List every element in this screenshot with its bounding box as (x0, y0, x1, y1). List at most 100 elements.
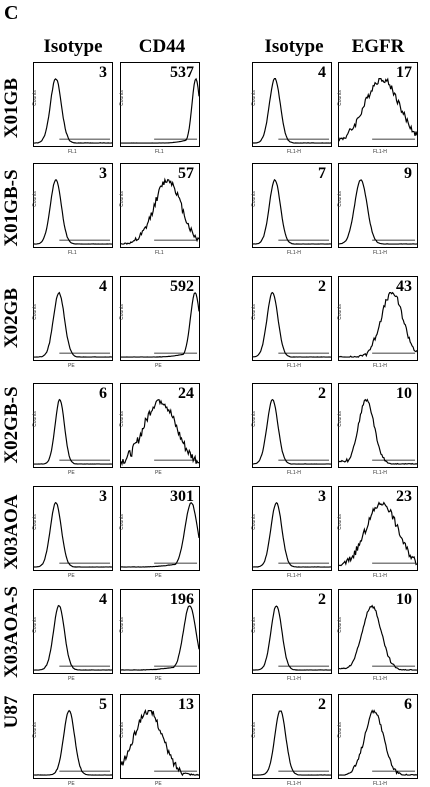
histogram-plot (120, 398, 200, 467)
histogram-curve (338, 398, 418, 465)
histogram-x01gb-s-egfr: 9 FL1-H Counts (336, 163, 418, 256)
histogram-x02gb-egfr: 43 FL1-H Counts (336, 276, 418, 369)
histogram-plot (120, 605, 200, 671)
mfi-value: 17 (396, 64, 412, 81)
histogram-curve (34, 398, 112, 465)
histogram-plot (252, 78, 332, 144)
row-label-x03aoa: X03AOA (1, 494, 22, 570)
histogram-x03aoa-cd44: 301 PE Counts (118, 486, 200, 579)
x-axis-label: FL1-H (373, 781, 387, 787)
y-axis-label: Counts (118, 617, 125, 633)
x-axis-label: PE (155, 470, 162, 476)
mfi-value: 3 (99, 64, 107, 81)
row-label-x02gb-s: X02GB-S (1, 386, 22, 464)
histogram-plot (120, 501, 200, 568)
histogram-plot (338, 77, 418, 142)
histogram-x02gb-s-isotype-cd44: 6 PE Counts (32, 383, 113, 476)
y-axis-label: Counts (118, 90, 125, 106)
histogram-plot (338, 398, 418, 465)
histogram-x02gb-s-isotype-egfr: 2 FL1-H Counts (250, 383, 332, 476)
mfi-value: 592 (170, 278, 194, 295)
column-header-isotype-2: Isotype (264, 36, 324, 57)
histogram-plot (33, 179, 112, 245)
x-axis-label: FL1-H (287, 676, 301, 682)
mfi-value: 9 (404, 165, 412, 182)
histogram-curve (338, 501, 418, 567)
column-header-egfr: EGFR (351, 36, 405, 57)
x-axis-label: FL1 (155, 149, 164, 155)
histogram-curve (34, 291, 113, 358)
histogram-x03aoa-egfr: 23 FL1-H Counts (336, 486, 418, 579)
y-axis-label: Counts (118, 411, 125, 427)
histogram-plot (34, 604, 113, 671)
histogram-u87-isotype-egfr: 2 FL1-H Counts (251, 694, 332, 787)
x-axis-label: FL1-H (287, 250, 301, 256)
y-axis-label: Counts (336, 304, 343, 320)
mfi-value: 301 (170, 488, 194, 505)
histogram-curve (120, 708, 200, 777)
histogram-plot (338, 501, 418, 567)
mfi-value: 23 (396, 488, 412, 505)
x-axis-label: FL1-H (287, 573, 301, 579)
column-header-isotype-1: Isotype (43, 36, 103, 57)
histogram-curve (33, 709, 113, 776)
row-label-x01gb-s: X01GB-S (1, 169, 22, 247)
y-axis-label: Counts (336, 191, 343, 207)
x-axis-label: FL1 (68, 149, 77, 155)
row-label-x02gb: X02GB (1, 287, 22, 349)
mfi-value: 3 (99, 488, 107, 505)
histogram-x02gb-isotype-egfr: 2 FL1-H Counts (251, 276, 332, 369)
histogram-plot (121, 77, 200, 144)
y-axis-label: Counts (31, 304, 38, 320)
mfi-value: 57 (178, 165, 194, 182)
y-axis-label: Counts (336, 514, 343, 530)
panel-label: C (4, 2, 19, 24)
histogram-curve (338, 179, 418, 245)
x-axis-label: PE (68, 363, 75, 369)
mfi-value: 196 (170, 591, 194, 608)
x-axis-label: PE (155, 781, 162, 787)
histogram-plot (121, 291, 200, 358)
y-axis-label: Counts (118, 722, 125, 738)
y-axis-label: Counts (250, 617, 257, 633)
histogram-curve (252, 78, 332, 144)
mfi-value: 537 (170, 64, 194, 81)
y-axis-label: Counts (31, 617, 38, 633)
mfi-value: 3 (99, 165, 107, 182)
histogram-x01gb-s-isotype-egfr: 7 FL1-H Counts (251, 163, 332, 256)
histogram-u87-cd44: 13 PE Counts (118, 694, 200, 787)
histogram-plot (34, 78, 113, 144)
y-axis-label: Counts (118, 304, 125, 320)
histogram-x01gb-isotype-egfr: 4 FL1-H Counts (251, 62, 332, 155)
histogram-x02gb-s-egfr: 10 FL1-H Counts (337, 383, 418, 476)
x-axis-label: FL1 (68, 250, 77, 256)
y-axis-label: Counts (250, 514, 257, 530)
histogram-curve (120, 177, 200, 245)
x-axis-label: PE (68, 781, 75, 787)
histogram-curve (120, 398, 200, 467)
histogram-curve (34, 78, 113, 144)
histogram-x01gb-isotype-cd44: 3 FL1 Counts (32, 62, 113, 155)
y-axis-label: Counts (336, 617, 343, 633)
y-axis-label: Counts (336, 90, 343, 106)
histogram-x01gb-s-cd44: 57 FL1 Counts (118, 163, 200, 256)
mfi-value: 4 (318, 64, 326, 81)
histogram-curve (253, 291, 331, 358)
histogram-curve (121, 291, 200, 358)
histogram-plot (120, 708, 200, 777)
histogram-curve (33, 179, 112, 245)
x-axis-label: FL1-H (373, 250, 387, 256)
y-axis-label: Counts (118, 191, 125, 207)
x-axis-label: PE (155, 676, 162, 682)
histogram-plot (338, 291, 418, 358)
y-axis-label: Counts (118, 514, 125, 530)
histogram-curve (338, 77, 418, 142)
x-axis-label: FL1-H (287, 470, 301, 476)
y-axis-label: Counts (31, 191, 38, 207)
mfi-value: 6 (404, 696, 412, 713)
x-axis-label: FL1-H (373, 573, 387, 579)
histogram-plot (252, 605, 332, 671)
histogram-x03aoa-s-isotype-cd44: 4 PE Counts (31, 589, 113, 682)
y-axis-label: Counts (250, 411, 257, 427)
histogram-plot (338, 604, 417, 671)
